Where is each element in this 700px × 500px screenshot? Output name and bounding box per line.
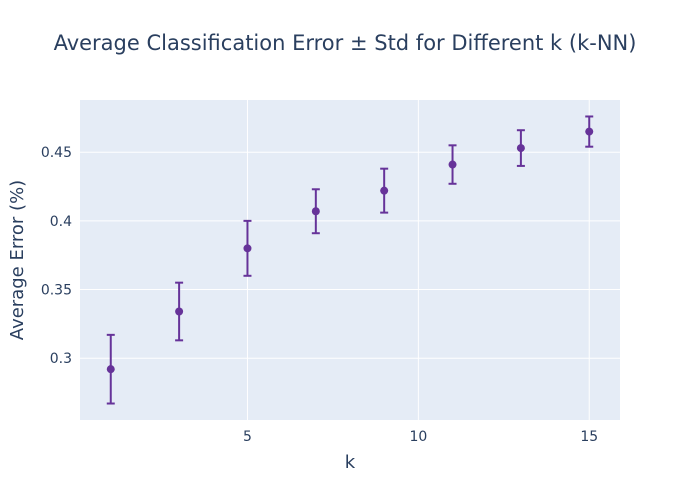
y-tick-label: 0.35 [41,283,72,299]
data-point [106,365,115,374]
y-tick-label: 0.4 [50,214,72,230]
data-point [448,160,457,169]
x-tick-label: 15 [580,429,598,445]
y-tick-label: 0.45 [41,145,72,161]
chart-title: Average Classification Error ± Std for D… [54,31,637,55]
data-point [311,207,320,216]
data-point [585,127,594,136]
y-tick-label: 0.3 [50,351,72,367]
y-axis-title: Average Error (%) [7,180,28,340]
plot-background [80,100,620,420]
data-point [175,307,184,316]
x-tick-label: 10 [409,429,427,445]
data-point [243,244,252,253]
data-point [516,144,525,153]
data-point [380,186,389,195]
x-tick-label: 5 [243,429,252,445]
plot-area: 5 10 15 0.3 0.35 0.4 0.45 [41,100,620,445]
x-axis-title: k [345,452,356,473]
